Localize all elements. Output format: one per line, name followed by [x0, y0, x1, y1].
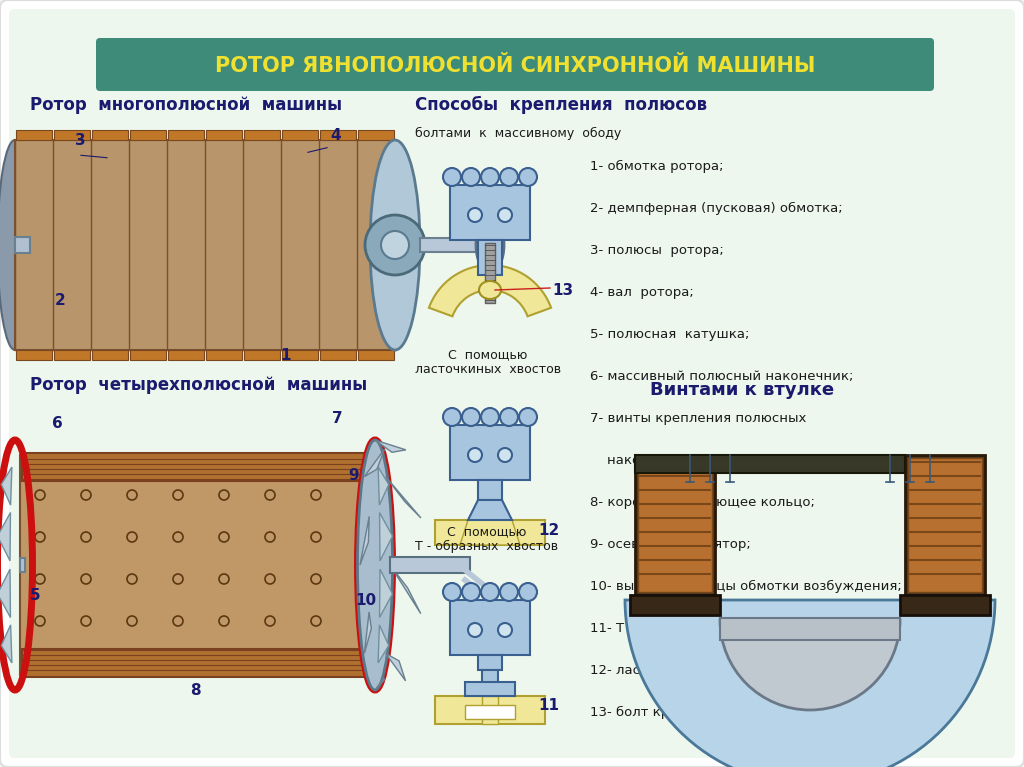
Bar [478, 480, 502, 500]
Bar [54, 130, 90, 140]
Ellipse shape [476, 218, 504, 272]
Text: 2: 2 [55, 293, 66, 308]
Circle shape [365, 215, 425, 275]
Text: 13: 13 [552, 283, 573, 298]
Circle shape [443, 408, 461, 426]
Bar [282, 130, 318, 140]
Text: 8: 8 [190, 683, 201, 698]
Polygon shape [1, 625, 12, 663]
Bar [482, 696, 498, 724]
Bar [92, 350, 128, 360]
Wedge shape [720, 620, 900, 710]
Circle shape [500, 408, 518, 426]
Bar [630, 595, 720, 615]
Polygon shape [365, 449, 384, 476]
Circle shape [443, 168, 461, 186]
Bar [130, 350, 166, 360]
Text: 2- демпферная (пусковая) обмотка;: 2- демпферная (пусковая) обмотка; [590, 202, 843, 215]
Polygon shape [0, 512, 10, 561]
Text: 1: 1 [280, 348, 291, 363]
Circle shape [519, 408, 537, 426]
Polygon shape [380, 512, 392, 561]
Text: Способы  крепления  полюсов: Способы крепления полюсов [415, 96, 708, 114]
Text: 13- болт крепления полюсов.: 13- болт крепления полюсов. [590, 706, 797, 719]
Circle shape [478, 242, 483, 248]
Text: РОТОР ЯВНОПОЛЮСНОЙ СИНХРОННОЙ МАШИНЫ: РОТОР ЯВНОПОЛЮСНОЙ СИНХРОННОЙ МАШИНЫ [215, 56, 815, 76]
Bar [22, 649, 368, 677]
Circle shape [468, 448, 482, 462]
Circle shape [492, 258, 497, 263]
Polygon shape [378, 625, 389, 663]
Circle shape [468, 623, 482, 637]
Circle shape [485, 595, 495, 605]
Bar [450, 600, 530, 655]
Ellipse shape [370, 140, 420, 350]
Bar [435, 520, 545, 545]
Text: 7- винты крепления полюсных: 7- винты крепления полюсных [590, 412, 806, 425]
Circle shape [498, 448, 512, 462]
Bar [435, 696, 545, 724]
Circle shape [381, 231, 409, 259]
Wedge shape [625, 600, 995, 767]
Text: 1- обмотка ротора;: 1- обмотка ротора; [590, 160, 724, 173]
Bar [244, 130, 280, 140]
Text: 5- полюсная  катушка;: 5- полюсная катушка; [590, 328, 750, 341]
Ellipse shape [357, 440, 392, 690]
Bar [20, 558, 25, 572]
Bar [720, 618, 900, 640]
Circle shape [462, 583, 480, 601]
Bar [450, 185, 530, 240]
Polygon shape [360, 516, 370, 565]
Circle shape [492, 227, 497, 232]
Wedge shape [429, 265, 551, 316]
Bar [206, 350, 242, 360]
Circle shape [481, 408, 499, 426]
Bar [15, 140, 395, 350]
FancyBboxPatch shape [96, 38, 934, 91]
Polygon shape [390, 565, 421, 614]
FancyBboxPatch shape [9, 9, 1015, 758]
Text: С  помощью
Т - образных  хвостов: С помощью Т - образных хвостов [415, 525, 558, 553]
Bar [420, 238, 490, 252]
Text: наконечников;: наконечников; [590, 454, 711, 467]
Polygon shape [375, 678, 384, 690]
Text: 3: 3 [75, 133, 86, 148]
Text: Винтами к втулке: Винтами к втулке [650, 381, 835, 399]
Polygon shape [386, 653, 406, 681]
Text: 3- полюсы  ротора;: 3- полюсы ротора; [590, 244, 724, 257]
Bar [478, 655, 502, 670]
Bar [465, 705, 515, 719]
Circle shape [462, 168, 480, 186]
Polygon shape [375, 440, 406, 453]
Polygon shape [468, 500, 512, 520]
Bar [635, 455, 715, 595]
Text: 6- массивный полюсный наконечник;: 6- массивный полюсный наконечник; [590, 370, 853, 383]
Text: 9: 9 [348, 468, 358, 483]
Ellipse shape [479, 281, 501, 299]
Text: 4: 4 [330, 128, 341, 143]
Circle shape [498, 623, 512, 637]
Text: 9- осевой  вентилятор;: 9- осевой вентилятор; [590, 538, 751, 551]
Circle shape [468, 208, 482, 222]
Text: 4- вал  ротора;: 4- вал ротора; [590, 286, 693, 299]
Bar [485, 243, 495, 303]
Circle shape [443, 583, 461, 601]
Text: 12: 12 [538, 523, 559, 538]
Circle shape [497, 242, 502, 248]
Text: 7: 7 [332, 411, 343, 426]
Bar [130, 130, 166, 140]
Bar [244, 350, 280, 360]
Bar [92, 130, 128, 140]
Bar [20, 455, 370, 675]
Bar [54, 350, 90, 360]
Polygon shape [365, 612, 372, 653]
Circle shape [500, 583, 518, 601]
Text: Ротор  многополюсной  машины: Ротор многополюсной машины [30, 96, 342, 114]
Bar [319, 350, 356, 360]
Bar [358, 130, 394, 140]
Bar [168, 130, 204, 140]
Bar [16, 130, 52, 140]
Bar [905, 455, 985, 595]
Circle shape [500, 168, 518, 186]
